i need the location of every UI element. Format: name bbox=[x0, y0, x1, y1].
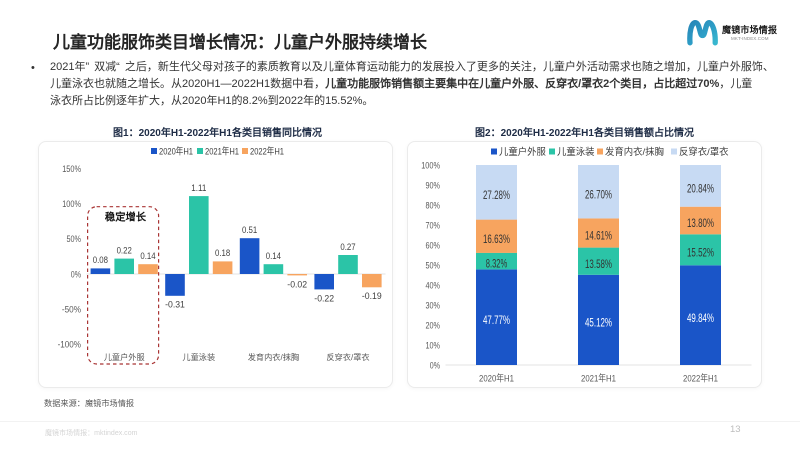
svg-text:30%: 30% bbox=[426, 299, 441, 310]
svg-text:80%: 80% bbox=[426, 199, 441, 210]
svg-text:20%: 20% bbox=[426, 319, 441, 330]
svg-text:-0.31: -0.31 bbox=[165, 299, 185, 310]
svg-text:49.84%: 49.84% bbox=[687, 311, 714, 325]
svg-text:2020年H1: 2020年H1 bbox=[479, 373, 514, 384]
svg-text:2021年H1: 2021年H1 bbox=[581, 373, 616, 384]
svg-text:反穿衣/罩衣: 反穿衣/罩衣 bbox=[326, 352, 369, 362]
svg-text:2020年H1: 2020年H1 bbox=[159, 146, 193, 157]
svg-text:16.63%: 16.63% bbox=[483, 232, 510, 246]
svg-text:2021年H1: 2021年H1 bbox=[205, 146, 239, 157]
svg-text:稳定增长: 稳定增长 bbox=[105, 211, 147, 224]
svg-text:60%: 60% bbox=[426, 239, 441, 250]
svg-text:2022年H1: 2022年H1 bbox=[683, 373, 718, 384]
svg-text:13.80%: 13.80% bbox=[687, 216, 714, 230]
svg-text:20.84%: 20.84% bbox=[687, 181, 714, 195]
svg-text:150%: 150% bbox=[62, 163, 81, 174]
svg-text:儿童泳装: 儿童泳装 bbox=[182, 352, 215, 362]
svg-text:2022年H1: 2022年H1 bbox=[250, 146, 284, 157]
svg-text:-50%: -50% bbox=[62, 303, 81, 314]
svg-text:0.18: 0.18 bbox=[215, 247, 230, 258]
svg-text:70%: 70% bbox=[426, 219, 441, 230]
svg-text:100%: 100% bbox=[421, 159, 440, 170]
svg-text:27.28%: 27.28% bbox=[483, 188, 510, 202]
svg-text:0.27: 0.27 bbox=[340, 241, 355, 252]
svg-text:15.52%: 15.52% bbox=[687, 245, 714, 259]
svg-text:14.61%: 14.61% bbox=[585, 229, 612, 243]
svg-text:10%: 10% bbox=[426, 339, 441, 350]
svg-text:-0.19: -0.19 bbox=[362, 290, 382, 301]
svg-text:45.12%: 45.12% bbox=[585, 316, 612, 330]
svg-text:-0.22: -0.22 bbox=[314, 292, 334, 303]
svg-text:儿童户外服: 儿童户外服 bbox=[499, 146, 547, 157]
svg-text:47.77%: 47.77% bbox=[483, 313, 510, 327]
svg-text:0%: 0% bbox=[430, 359, 440, 370]
svg-text:0.14: 0.14 bbox=[140, 250, 155, 261]
svg-text:儿童泳装: 儿童泳装 bbox=[557, 146, 595, 157]
svg-text:26.70%: 26.70% bbox=[585, 187, 612, 201]
svg-text:0%: 0% bbox=[71, 268, 81, 279]
svg-text:儿童户外服: 儿童户外服 bbox=[104, 352, 145, 362]
svg-text:0.22: 0.22 bbox=[117, 244, 132, 255]
svg-text:8.32%: 8.32% bbox=[486, 257, 508, 271]
svg-text:13.58%: 13.58% bbox=[585, 257, 612, 271]
svg-text:90%: 90% bbox=[426, 179, 441, 190]
svg-text:-100%: -100% bbox=[58, 339, 81, 350]
svg-text:50%: 50% bbox=[67, 233, 82, 244]
svg-text:发育内衣/抹胸: 发育内衣/抹胸 bbox=[605, 146, 664, 157]
svg-text:0.08: 0.08 bbox=[93, 254, 108, 265]
svg-text:-0.02: -0.02 bbox=[287, 278, 307, 289]
svg-text:1.11: 1.11 bbox=[191, 182, 206, 193]
svg-text:0.51: 0.51 bbox=[242, 224, 257, 235]
svg-text:50%: 50% bbox=[426, 259, 441, 270]
svg-text:0.14: 0.14 bbox=[266, 250, 281, 261]
svg-text:100%: 100% bbox=[62, 198, 81, 209]
svg-text:反穿衣/罩衣: 反穿衣/罩衣 bbox=[679, 146, 729, 157]
svg-text:40%: 40% bbox=[426, 279, 441, 290]
svg-text:发育内衣/抹胸: 发育内衣/抹胸 bbox=[248, 352, 299, 362]
